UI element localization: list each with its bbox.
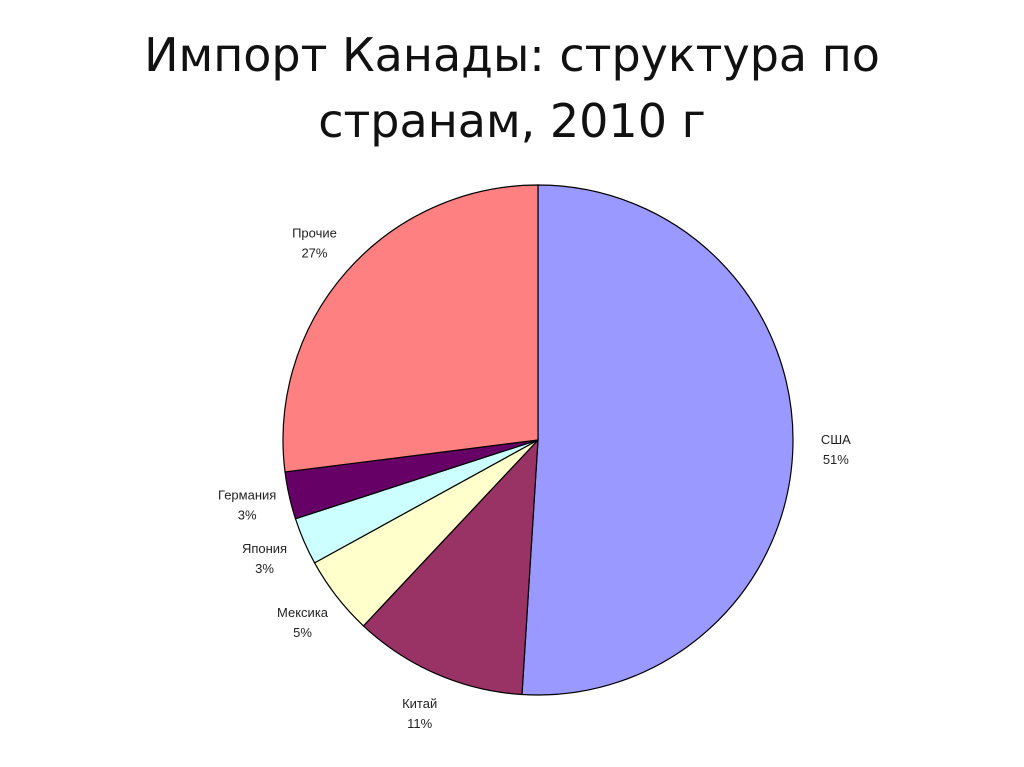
slice-value-label: 27% [301, 245, 327, 260]
slice-label: Китай [402, 696, 437, 711]
slice-value-label: 5% [293, 625, 312, 640]
slice-value-label: 51% [823, 452, 849, 467]
slice-value-label: 11% [407, 716, 432, 731]
slice-label: Япония [242, 541, 287, 556]
pie-slice [282, 184, 539, 473]
pie-slice [362, 438, 539, 696]
slice-value-label: 3% [255, 561, 274, 576]
slice-label: Прочие [292, 225, 337, 240]
slice-label: Мексика [277, 605, 329, 620]
slice-value-label: 3% [238, 507, 257, 522]
slice-label: Германия [218, 487, 276, 502]
chart-title: Импорт Канады: структура по странам, 201… [144, 28, 880, 148]
pie-slice [521, 184, 794, 696]
slice-label: США [821, 432, 851, 447]
